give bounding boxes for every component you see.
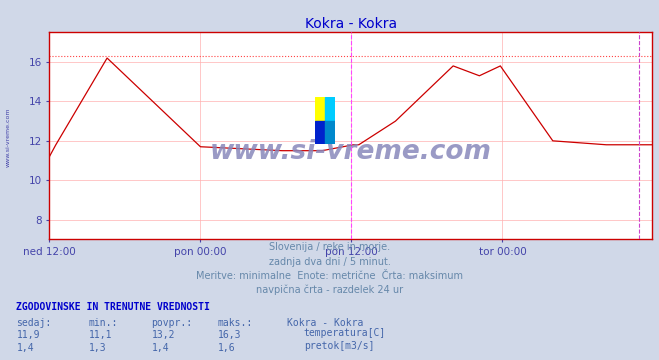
Text: www.si-vreme.com: www.si-vreme.com: [5, 107, 11, 167]
Text: 11,1: 11,1: [89, 330, 113, 341]
Text: ZGODOVINSKE IN TRENUTNE VREDNOSTI: ZGODOVINSKE IN TRENUTNE VREDNOSTI: [16, 302, 210, 312]
Bar: [315, 97, 325, 121]
Text: 13,2: 13,2: [152, 330, 175, 341]
Text: 1,3: 1,3: [89, 343, 107, 353]
Text: sedaj:: sedaj:: [16, 318, 51, 328]
Bar: [325, 121, 335, 144]
Text: povpr.:: povpr.:: [152, 318, 192, 328]
Text: pretok[m3/s]: pretok[m3/s]: [304, 341, 374, 351]
Bar: [315, 121, 325, 144]
Text: 16,3: 16,3: [217, 330, 241, 341]
Text: zadnja dva dni / 5 minut.: zadnja dva dni / 5 minut.: [269, 257, 390, 267]
Text: maks.:: maks.:: [217, 318, 252, 328]
Text: Slovenija / reke in morje.: Slovenija / reke in morje.: [269, 242, 390, 252]
Title: Kokra - Kokra: Kokra - Kokra: [305, 17, 397, 31]
Text: min.:: min.:: [89, 318, 119, 328]
Text: www.si-vreme.com: www.si-vreme.com: [210, 139, 492, 166]
Text: 1,4: 1,4: [152, 343, 169, 353]
Text: navpična črta - razdelek 24 ur: navpična črta - razdelek 24 ur: [256, 285, 403, 296]
Text: temperatura[C]: temperatura[C]: [304, 328, 386, 338]
Text: 1,4: 1,4: [16, 343, 34, 353]
Text: 11,9: 11,9: [16, 330, 40, 341]
Text: Meritve: minimalne  Enote: metrične  Črta: maksimum: Meritve: minimalne Enote: metrične Črta:…: [196, 271, 463, 281]
Text: 1,6: 1,6: [217, 343, 235, 353]
Bar: [325, 97, 335, 121]
Text: Kokra - Kokra: Kokra - Kokra: [287, 318, 363, 328]
